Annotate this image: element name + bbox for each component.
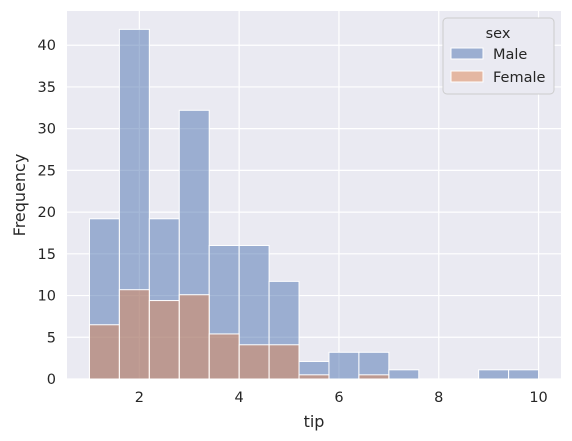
legend-swatch-male (450, 47, 484, 60)
y-tick-label: 15 (38, 247, 56, 263)
bar-female (268, 344, 300, 380)
y-tick-label: 25 (38, 163, 56, 179)
x-tick-label: 8 (434, 390, 443, 406)
legend-label-female: Female (493, 70, 546, 86)
bar-male (388, 369, 420, 380)
legend-label-male: Male (493, 47, 527, 63)
y-tick-label: 35 (38, 80, 56, 96)
bars (88, 28, 540, 380)
bar-female (238, 344, 270, 380)
y-tick-label: 20 (38, 205, 56, 221)
x-tick-label: 2 (135, 390, 144, 406)
y-tick-label: 5 (47, 330, 56, 346)
x-tick-label: 4 (235, 390, 244, 406)
y-tick-label: 40 (38, 38, 56, 54)
y-axis-label: Frequency (10, 154, 29, 237)
legend: sex Male Female (442, 17, 555, 95)
bar-female (88, 324, 120, 380)
bar-female (178, 294, 210, 380)
legend-title: sex (486, 26, 511, 42)
bar-female (148, 300, 180, 380)
y-tick-label: 30 (38, 122, 56, 138)
bar-female (358, 374, 390, 380)
bar-female (298, 374, 330, 380)
bar-male (508, 369, 540, 380)
y-tick-label: 10 (38, 289, 56, 305)
bar-male (328, 351, 360, 380)
y-tick-label: 0 (47, 372, 56, 388)
bar-female (208, 333, 240, 380)
x-axis-label: tip (304, 412, 325, 431)
legend-swatch-female (450, 70, 484, 83)
x-tick-label: 10 (529, 390, 547, 406)
bar-male (478, 369, 510, 380)
x-tick-label: 6 (334, 390, 343, 406)
tick-labels: 2 4 6 8 10 0 5 10 15 20 25 30 35 40 (38, 38, 548, 406)
bar-female (118, 289, 150, 380)
